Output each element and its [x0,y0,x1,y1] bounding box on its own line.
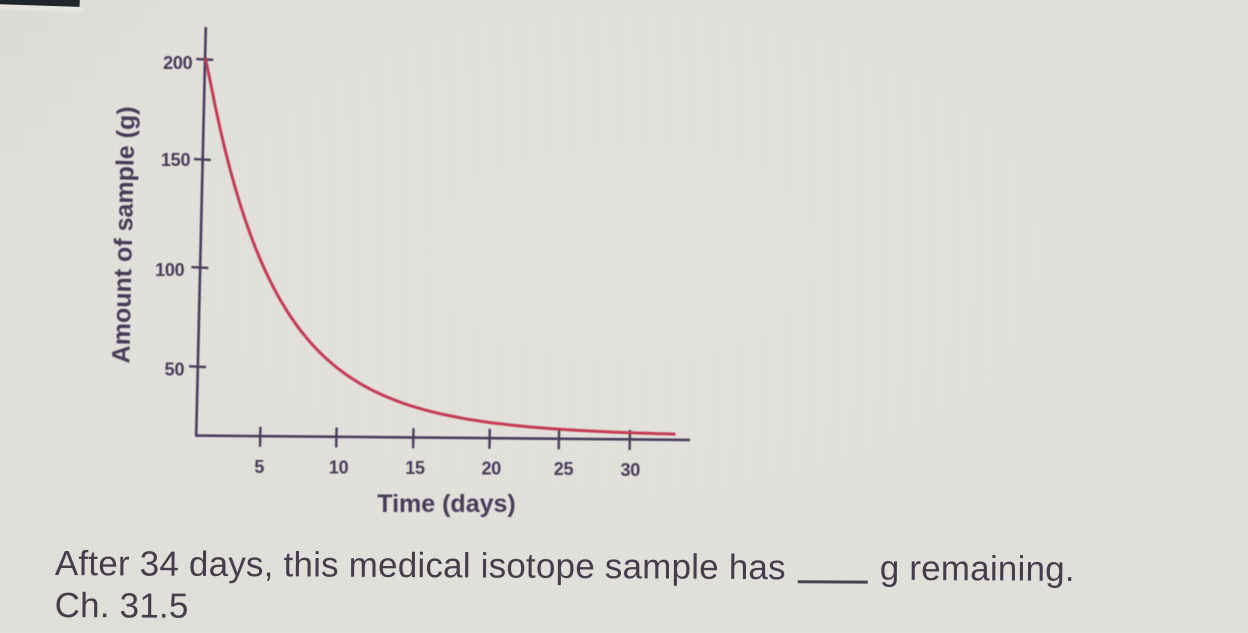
svg-text:30: 30 [620,460,640,480]
svg-text:150: 150 [161,150,191,170]
svg-text:5: 5 [254,457,264,477]
svg-text:Amount of sample (g): Amount of sample (g) [107,106,140,363]
svg-text:10: 10 [329,457,349,477]
svg-text:Time (days): Time (days) [377,490,515,518]
svg-text:50: 50 [165,359,185,379]
svg-text:200: 200 [163,53,193,73]
svg-text:15: 15 [405,458,425,478]
svg-text:100: 100 [155,260,185,280]
svg-text:25: 25 [554,459,574,479]
svg-text:20: 20 [481,459,501,479]
